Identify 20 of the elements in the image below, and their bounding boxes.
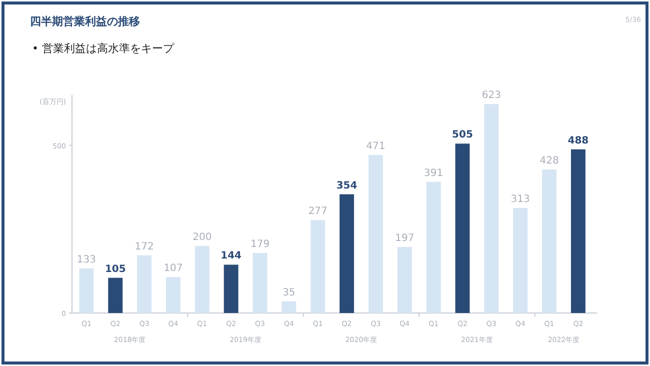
- data-label: 133: [76, 254, 96, 266]
- data-label: 488: [568, 135, 589, 146]
- data-label: 471: [366, 141, 386, 152]
- data-label: 623: [482, 90, 501, 102]
- chart-subtitle: • 営業利益は高水準をキープ: [32, 42, 175, 55]
- data-label: 200: [192, 232, 212, 243]
- chart-title: 四半期営業利益の推移: [30, 15, 140, 28]
- data-label: 354: [336, 180, 358, 192]
- data-label: 105: [104, 264, 126, 275]
- data-label: 505: [452, 130, 473, 141]
- data-label: 428: [540, 155, 559, 166]
- data-label: 107: [164, 263, 183, 274]
- data-label: 313: [510, 194, 530, 206]
- data-label: 144: [220, 250, 242, 262]
- data-label: 277: [308, 206, 328, 218]
- data-label: 179: [250, 238, 270, 250]
- data-label: 197: [395, 232, 414, 244]
- data-label: 172: [134, 241, 154, 252]
- data-label: 391: [424, 168, 444, 179]
- data-label: 35: [282, 287, 296, 298]
